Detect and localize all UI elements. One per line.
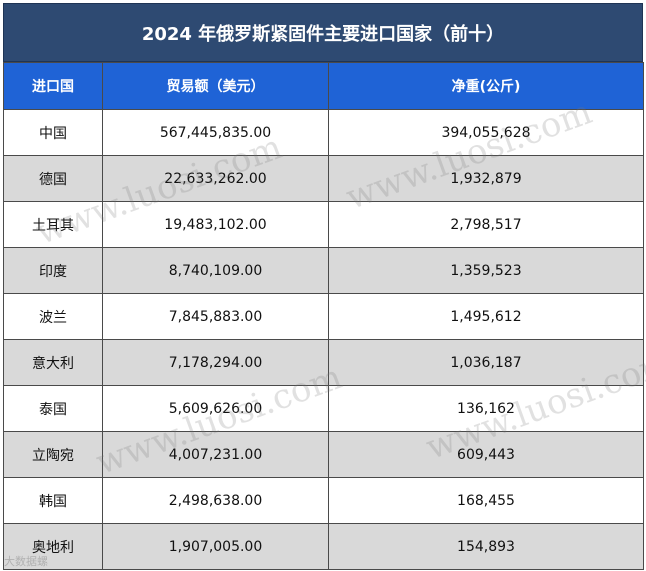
table-row: 波兰 7,845,883.00 1,495,612 <box>3 293 644 340</box>
cell-country: 德国 <box>3 155 103 202</box>
table-row: 土耳其 19,483,102.00 2,798,517 <box>3 201 644 248</box>
cell-country: 印度 <box>3 247 103 294</box>
cell-value: 19,483,102.00 <box>102 201 329 248</box>
column-header-value: 贸易额（美元） <box>102 62 329 110</box>
cell-value: 22,633,262.00 <box>102 155 329 202</box>
header-row: 进口国 贸易额（美元） 净重(公斤) <box>3 62 644 110</box>
cell-value: 2,498,638.00 <box>102 477 329 524</box>
cell-country: 泰国 <box>3 385 103 432</box>
cell-weight: 1,932,879 <box>328 155 644 202</box>
cell-weight: 609,443 <box>328 431 644 478</box>
cell-value: 567,445,835.00 <box>102 109 329 156</box>
cell-value: 8,740,109.00 <box>102 247 329 294</box>
cell-weight: 1,495,612 <box>328 293 644 340</box>
table-title: 2024 年俄罗斯紧固件主要进口国家（前十） <box>3 3 643 62</box>
cell-country: 意大利 <box>3 339 103 386</box>
table-row: 意大利 7,178,294.00 1,036,187 <box>3 339 644 386</box>
table-row: 奥地利 1,907,005.00 154,893 <box>3 523 644 570</box>
cell-country: 立陶宛 <box>3 431 103 478</box>
column-header-country: 进口国 <box>3 62 103 110</box>
cell-weight: 1,036,187 <box>328 339 644 386</box>
cell-country: 中国 <box>3 109 103 156</box>
table-row: 德国 22,633,262.00 1,932,879 <box>3 155 644 202</box>
cell-value: 4,007,231.00 <box>102 431 329 478</box>
import-table: 进口国 贸易额（美元） 净重(公斤) 中国 567,445,835.00 394,0… <box>3 62 644 570</box>
cell-country: 波兰 <box>3 293 103 340</box>
table-row: 印度 8,740,109.00 1,359,523 <box>3 247 644 294</box>
source-logo: 大数据螺 <box>4 555 48 568</box>
cell-weight: 136,162 <box>328 385 644 432</box>
cell-weight: 154,893 <box>328 523 644 570</box>
cell-weight: 168,455 <box>328 477 644 524</box>
table-row: 立陶宛 4,007,231.00 609,443 <box>3 431 644 478</box>
column-header-weight: 净重(公斤) <box>328 62 644 110</box>
cell-value: 5,609,626.00 <box>102 385 329 432</box>
cell-weight: 394,055,628 <box>328 109 644 156</box>
table-row: 中国 567,445,835.00 394,055,628 <box>3 109 644 156</box>
table-frame: 2024 年俄罗斯紧固件主要进口国家（前十） 进口国 贸易额（美元） 净重(公斤… <box>3 3 644 570</box>
cell-country: 奥地利 <box>3 523 103 570</box>
cell-weight: 2,798,517 <box>328 201 644 248</box>
cell-value: 1,907,005.00 <box>102 523 329 570</box>
cell-value: 7,845,883.00 <box>102 293 329 340</box>
cell-value: 7,178,294.00 <box>102 339 329 386</box>
cell-country: 土耳其 <box>3 201 103 248</box>
cell-weight: 1,359,523 <box>328 247 644 294</box>
table-row: 韩国 2,498,638.00 168,455 <box>3 477 644 524</box>
table-row: 泰国 5,609,626.00 136,162 <box>3 385 644 432</box>
cell-country: 韩国 <box>3 477 103 524</box>
